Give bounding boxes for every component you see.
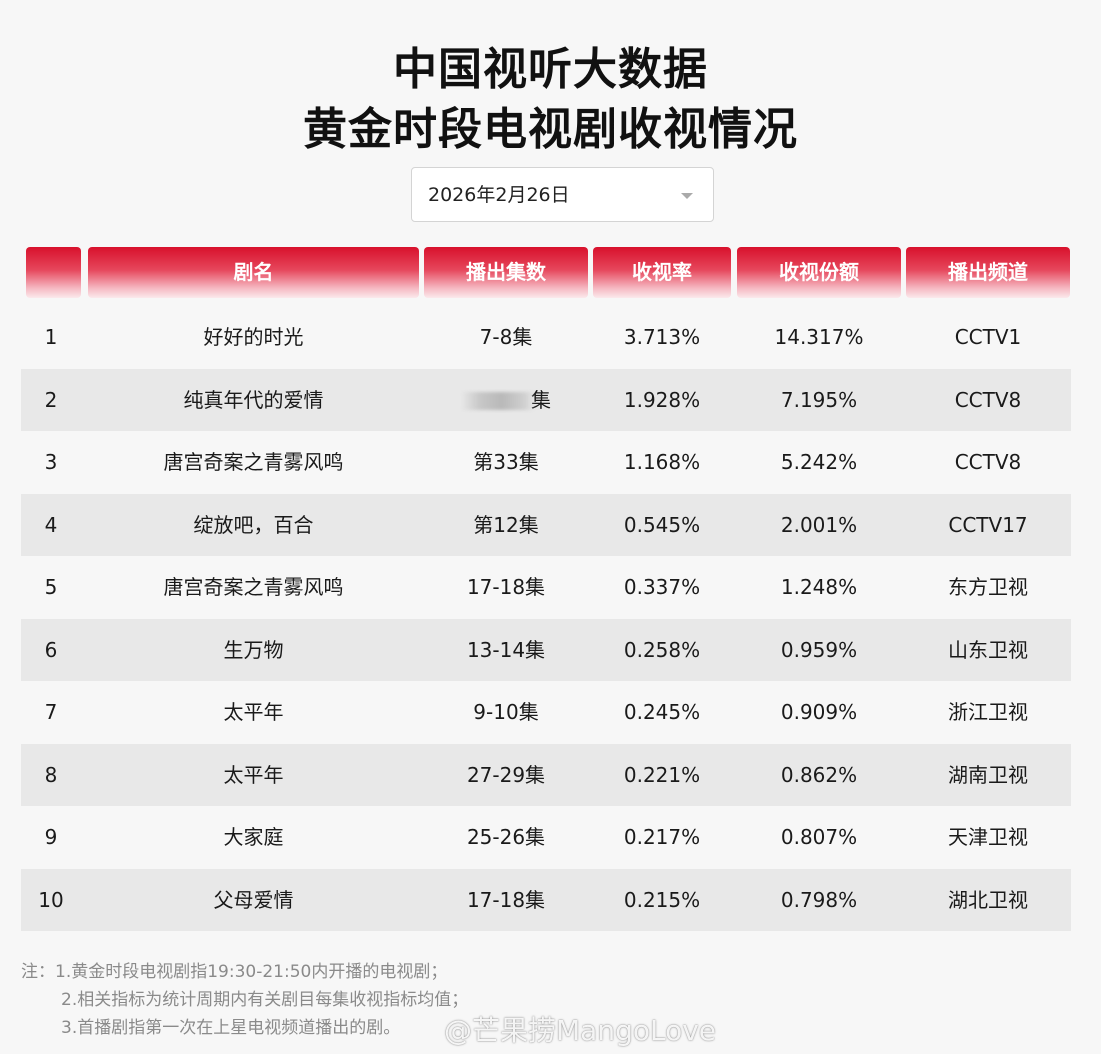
header-channel: 播出频道 xyxy=(906,247,1070,298)
table-row: 3 唐宫奇案之青雾风鸣 第33集 1.168% 5.242% CCTV8 xyxy=(21,431,1071,494)
channel-cell: 浙江卫视 xyxy=(948,700,1028,724)
drama-name-cell: 生万物 xyxy=(223,637,284,662)
table-row: 9 大家庭 25-26集 0.217% 0.807% 天津卫视 xyxy=(21,806,1071,869)
channel-cell: CCTV1 xyxy=(954,325,1022,349)
share-cell: 0.798% xyxy=(780,887,858,912)
drama-name-cell: 好好的时光 xyxy=(203,325,304,349)
share-cell: 14.317% xyxy=(774,325,864,349)
rank-cell: 3 xyxy=(44,450,58,474)
header-share: 收视份额 xyxy=(737,247,901,298)
channel-cell: 东方卫视 xyxy=(948,575,1028,599)
table-row: 4 绽放吧，百合 第12集 0.545% 2.001% CCTV17 xyxy=(21,493,1071,556)
episodes-cell: 13-14集 xyxy=(466,637,546,662)
channel-cell: 湖南卫视 xyxy=(948,762,1028,787)
channel-cell: CCTV17 xyxy=(948,512,1028,537)
page-title-line-2: 黄金时段电视剧收视情况 xyxy=(303,104,798,155)
rank-cell: 10 xyxy=(38,887,64,912)
rating-cell: 0.258% xyxy=(623,637,701,662)
channel-cell: CCTV8 xyxy=(954,387,1022,412)
drama-name-cell: 唐宫奇案之青雾风鸣 xyxy=(163,575,344,599)
episodes-text: 集 xyxy=(531,387,551,412)
drama-name-cell: 唐宫奇案之青雾风鸣 xyxy=(163,450,344,474)
rating-cell: 1.928% xyxy=(623,387,701,412)
episodes-cell: 7-8集 xyxy=(479,325,533,349)
rank-cell: 2 xyxy=(44,387,58,412)
episodes-cell: 27-29集 xyxy=(466,762,546,787)
page-title-line-1: 中国视听大数据 xyxy=(393,44,708,95)
drama-name-cell: 太平年 xyxy=(223,700,284,724)
rank-cell: 7 xyxy=(44,700,58,724)
date-select-value: 2026年2月26日 xyxy=(428,184,570,206)
ratings-table: 1 好好的时光 7-8集 3.713% 14.317% CCTV1 2 纯真年代的爱情 集 1.9… xyxy=(21,306,1071,931)
drama-name-cell: 太平年 xyxy=(223,762,284,787)
episodes-cell: 25-26集 xyxy=(466,825,546,849)
header-episodes: 播出集数 xyxy=(424,247,588,298)
drama-name-cell: 父母爱情 xyxy=(213,887,294,912)
rating-cell: 1.168% xyxy=(623,450,701,474)
table-row: 8 太平年 27-29集 0.221% 0.862% 湖南卫视 xyxy=(21,743,1071,806)
drama-name-cell: 大家庭 xyxy=(223,825,284,849)
drama-name-cell: 绽放吧，百合 xyxy=(193,512,314,537)
table-row: 5 唐宫奇案之青雾风鸣 17-18集 0.337% 1.248% 东方卫视 xyxy=(21,556,1071,619)
rank-cell: 6 xyxy=(44,637,58,662)
rank-cell: 1 xyxy=(44,325,58,349)
footnote-2: 2.相关指标为统计周期内有关剧目每集收视指标均值； xyxy=(61,990,469,1010)
episodes-cell: 第33集 xyxy=(473,450,539,474)
blurred-text xyxy=(461,392,535,410)
header-drama-name: 剧名 xyxy=(88,247,419,298)
watermark: @芒果捞MangoLove xyxy=(444,1014,717,1047)
table-row: 6 生万物 13-14集 0.258% 0.959% 山东卫视 xyxy=(21,618,1071,681)
share-cell: 1.248% xyxy=(780,575,858,599)
date-select[interactable]: 2026年2月26日 xyxy=(411,167,714,222)
rank-cell: 8 xyxy=(44,762,58,787)
channel-cell: 天津卫视 xyxy=(948,825,1028,849)
rating-cell: 0.245% xyxy=(623,700,701,724)
episodes-cell: 17-18集 xyxy=(466,887,546,912)
episodes-cell: 集 xyxy=(424,369,588,432)
rating-cell: 0.215% xyxy=(623,887,701,912)
share-cell: 0.862% xyxy=(780,762,858,787)
rank-cell: 9 xyxy=(44,825,58,849)
footnote-1: 注：1.黄金时段电视剧指19:30-21:50内开播的电视剧； xyxy=(21,962,448,982)
rating-cell: 0.221% xyxy=(623,762,701,787)
channel-cell: CCTV8 xyxy=(954,450,1022,474)
episodes-cell: 第12集 xyxy=(473,512,539,537)
share-cell: 7.195% xyxy=(780,387,858,412)
episodes-cell: 17-18集 xyxy=(466,575,546,599)
header-rating: 收视率 xyxy=(593,247,731,298)
table-row: 10 父母爱情 17-18集 0.215% 0.798% 湖北卫视 xyxy=(21,868,1071,931)
drama-name-cell: 纯真年代的爱情 xyxy=(183,387,324,412)
rating-cell: 0.217% xyxy=(623,825,701,849)
rating-cell: 0.545% xyxy=(623,512,701,537)
table-row: 1 好好的时光 7-8集 3.713% 14.317% CCTV1 xyxy=(21,306,1071,369)
channel-cell: 山东卫视 xyxy=(948,637,1028,662)
table-row: 2 纯真年代的爱情 集 1.928% 7.195% CCTV8 xyxy=(21,368,1071,432)
share-cell: 0.807% xyxy=(780,825,858,849)
rating-cell: 3.713% xyxy=(623,325,701,349)
footnotes: 注：1.黄金时段电视剧指19:30-21:50内开播的电视剧； 2.相关指标为统… xyxy=(21,958,468,1042)
share-cell: 2.001% xyxy=(780,512,858,537)
table-row: 7 太平年 9-10集 0.245% 0.909% 浙江卫视 xyxy=(21,681,1071,744)
chevron-down-icon xyxy=(681,193,693,199)
channel-cell: 湖北卫视 xyxy=(948,887,1028,912)
episodes-cell: 9-10集 xyxy=(473,700,539,724)
rank-cell: 5 xyxy=(44,575,58,599)
share-cell: 0.909% xyxy=(780,700,858,724)
footnote-3: 3.首播剧指第一次在上星电视频道播出的剧。 xyxy=(61,1018,401,1038)
share-cell: 5.242% xyxy=(780,450,858,474)
rank-cell: 4 xyxy=(44,512,58,537)
header-rank xyxy=(26,247,81,298)
share-cell: 0.959% xyxy=(780,637,858,662)
rating-cell: 0.337% xyxy=(623,575,701,599)
